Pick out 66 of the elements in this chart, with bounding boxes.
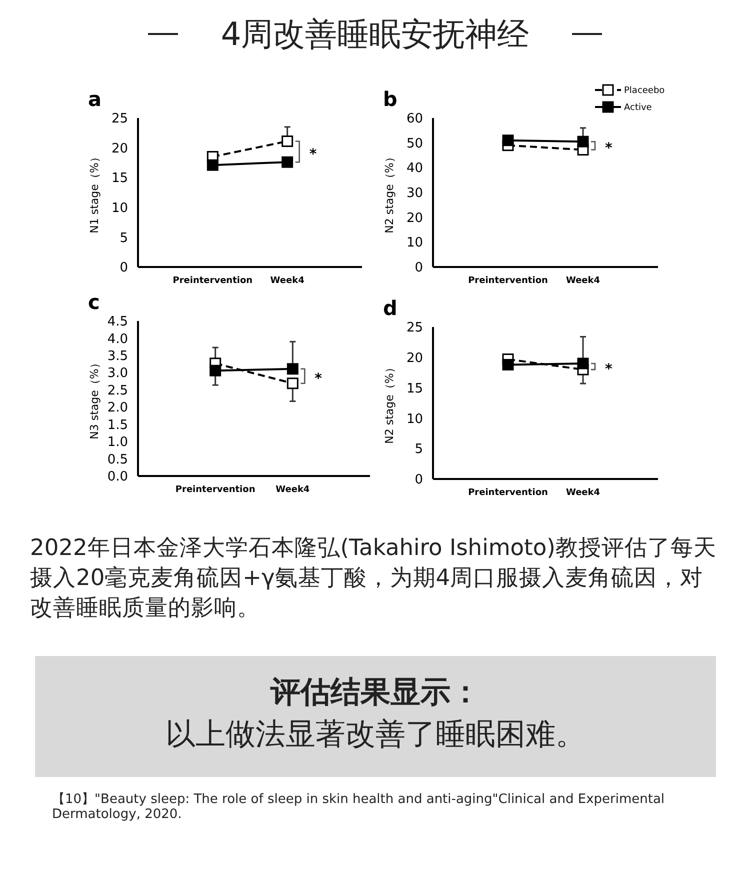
legend-label: Active <box>624 103 652 114</box>
y-tick-label: 10 <box>111 200 128 216</box>
y-tick-label: 5 <box>414 442 423 458</box>
y-tick-label: 2.0 <box>107 400 128 416</box>
y-tick-label: 20 <box>406 350 423 366</box>
y-tick-label: 15 <box>111 171 128 186</box>
chart-title: a <box>88 87 102 111</box>
y-tick-label: 0 <box>120 260 128 276</box>
point <box>206 159 218 171</box>
x-tick-label: Week4 <box>566 488 600 498</box>
y-tick-label: 60 <box>406 112 423 127</box>
y-axis-title: N2 stage（%） <box>383 362 396 444</box>
point <box>210 364 222 376</box>
annotation: * <box>314 371 323 388</box>
y-tick-label: 25 <box>111 112 128 127</box>
text: 【10】"Beauty sleep: The role of sleep in skin health and anti-aging"Clinical and Experimental Dermatology, 2020. <box>52 792 666 822</box>
y-tick-label: 1.5 <box>107 418 128 433</box>
text: 评估结果显示： <box>269 674 482 712</box>
point <box>502 358 514 370</box>
x-tick-label: Preintervention <box>175 485 256 495</box>
x-tick-label: Preintervention <box>172 276 253 286</box>
point <box>282 135 294 147</box>
y-tick-label: 2.5 <box>107 383 128 398</box>
point <box>577 358 589 370</box>
y-tick-label: 20 <box>406 210 423 226</box>
y-tick-label: 3.5 <box>107 348 128 364</box>
chart-title: b <box>383 87 398 111</box>
point <box>282 156 294 168</box>
y-tick-label: 1.0 <box>107 435 128 450</box>
y-tick-label: 20 <box>111 141 128 156</box>
y-tick-label: 3.0 <box>107 366 128 382</box>
y-tick-label: 25 <box>406 320 423 336</box>
point <box>286 363 298 375</box>
y-axis-title: N2 stage（%） <box>383 152 396 234</box>
y-tick-label: 30 <box>406 186 423 202</box>
point <box>577 136 589 148</box>
y-tick-label: 0 <box>414 260 423 276</box>
text: 2022年日本金泽大学石本隆弘(Takahiro Ishimoto)教授评估了每天摄入20毫克麦角硫因+γ氨基丁酸，为期4周口服摄入麦角硫因，对改善睡眠质量的影响。 <box>30 534 718 623</box>
y-tick-label: 5 <box>120 230 128 246</box>
x-tick-label: Week4 <box>276 485 310 495</box>
text: 4周改善睡眠安抚神经 <box>220 15 530 53</box>
legend-label: Placeebo <box>624 86 666 96</box>
y-tick-label: 10 <box>406 236 423 251</box>
point <box>286 378 298 390</box>
y-tick-label: 0.5 <box>107 452 128 468</box>
y-tick-label: 4.0 <box>107 332 128 347</box>
annotation: * <box>309 146 318 163</box>
annotation: * <box>605 140 613 157</box>
point <box>502 134 514 146</box>
text: 以上做法显著改善了睡眠困难。 <box>164 716 586 754</box>
chart-title: c <box>88 290 100 314</box>
annotation: * <box>605 362 613 378</box>
y-tick-label: 0 <box>414 472 423 488</box>
x-tick-label: Preintervention <box>468 276 548 286</box>
y-tick-label: 10 <box>406 412 423 427</box>
y-tick-label: 50 <box>406 136 423 152</box>
y-tick-label: 15 <box>406 381 423 396</box>
y-axis-title: N1 stage（%） <box>88 152 101 234</box>
x-tick-label: Preintervention <box>468 488 548 498</box>
x-tick-label: Week4 <box>270 276 304 286</box>
x-tick-label: Week4 <box>566 276 600 286</box>
y-tick-label: 4.5 <box>107 314 128 330</box>
y-axis-title: N3 stage（%） <box>88 358 101 440</box>
y-tick-label: 40 <box>406 161 423 176</box>
y-tick-label: 0.0 <box>107 470 128 485</box>
chart-title: d <box>383 296 398 320</box>
